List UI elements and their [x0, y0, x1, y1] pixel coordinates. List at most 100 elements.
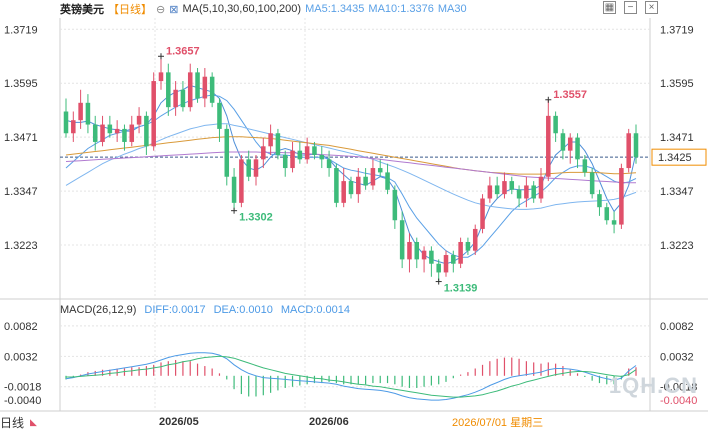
candle-body: [429, 250, 434, 264]
candle-body: [385, 172, 390, 190]
candle-body: [567, 137, 573, 151]
candle-body: [472, 228, 478, 251]
candle-body: [348, 181, 354, 195]
candle-body: [173, 89, 178, 108]
candle-body: [502, 181, 507, 195]
footer-caret-icon[interactable]: ◣: [30, 417, 37, 427]
candle-body: [458, 241, 463, 264]
candle-body: [392, 189, 398, 221]
candle-body: [560, 133, 566, 151]
candle-body: [356, 176, 361, 195]
watermark: 1QH.CN: [608, 373, 698, 398]
candle-body: [224, 128, 230, 177]
candle-body: [421, 250, 427, 260]
macd-diff-line: [65, 352, 637, 401]
y-tick-label-right: 1.3719: [660, 24, 694, 36]
candle-body: [107, 124, 113, 134]
main-header: 英镑美元 【日线】 ⊖ ⊠ MA(5,10,30,60,100,200) MA5…: [60, 2, 467, 16]
period-label[interactable]: 【日线】: [108, 4, 152, 16]
y-tick-label-left: 1.3471: [4, 132, 38, 144]
annotation-label: 1.3302: [239, 212, 273, 224]
macd-dea: DEA:0.0010: [213, 304, 273, 316]
candle-body: [261, 146, 266, 160]
footer-period[interactable]: 日线: [0, 416, 25, 430]
ma5-value: MA5:1.3435: [305, 3, 365, 15]
candle-body: [575, 137, 580, 160]
x-tick-label: 2026/06: [309, 416, 349, 428]
ma-config-label[interactable]: MA(5,10,30,60,100,200): [182, 3, 302, 15]
candle-body: [122, 128, 127, 142]
candle-body: [334, 168, 339, 203]
grid-icon[interactable]: ▦: [603, 1, 616, 14]
candle-body: [524, 185, 529, 199]
symbol-name: 英镑美元: [60, 4, 104, 16]
candle-body: [414, 241, 420, 260]
candle-body: [626, 133, 631, 169]
candle-body: [268, 133, 273, 147]
candle-body: [217, 102, 222, 129]
macd-tick-label-right: -0.0018: [660, 382, 697, 394]
candle-body: [136, 115, 142, 125]
candle-body: [304, 146, 310, 160]
last-price-label: 1.3425: [658, 152, 692, 164]
y-tick-label-right: 1.3223: [660, 240, 694, 252]
candle-body: [92, 124, 98, 142]
settings-icon[interactable]: ⊖: [156, 3, 166, 16]
candle-body: [509, 181, 515, 190]
candle-body: [151, 81, 156, 147]
candle-body: [341, 181, 346, 203]
candle-body: [487, 185, 493, 199]
minimize-icon[interactable]: −: [624, 1, 637, 14]
candle-body: [239, 159, 244, 203]
y-tick-label-right: 1.3471: [660, 132, 694, 144]
macd-tick-label-left: -0.0018: [4, 382, 41, 394]
candle-body: [275, 133, 281, 155]
candle-body: [144, 115, 149, 147]
candle-body: [158, 72, 164, 82]
candle-body: [282, 155, 288, 169]
ma-line-ma30: [65, 123, 637, 210]
ma-chart-icon[interactable]: ⊠: [169, 3, 179, 16]
candle-body: [597, 194, 602, 208]
macd-header: MACD(26,12,9) DIFF:0.0017 DEA:0.0010 MAC…: [60, 304, 350, 316]
candle-body: [129, 124, 135, 142]
close-icon[interactable]: ×: [645, 1, 658, 14]
y-tick-label-right: 1.3595: [660, 78, 694, 90]
y-tick-label-left: 1.3595: [4, 78, 38, 90]
candle-body: [407, 241, 412, 260]
toolbar-icons: ▦ − ×: [603, 1, 658, 14]
candle-body: [538, 176, 544, 199]
candle-body: [231, 176, 237, 203]
macd-tick-label-left: -0.0040: [4, 395, 41, 407]
candle-body: [494, 185, 500, 195]
candle-body: [187, 72, 193, 108]
macd-tick-label-right: -0.0040: [660, 395, 697, 407]
annotation-label: 1.3139: [444, 283, 478, 295]
candle-body: [253, 159, 259, 177]
candle-body: [166, 72, 171, 108]
candle-body: [546, 115, 551, 177]
candle-body: [377, 168, 383, 173]
candle-body: [85, 102, 91, 125]
annotation-label: 1.3657: [166, 45, 200, 57]
x-tick-label: 2026/05: [159, 416, 199, 428]
candle-body: [480, 198, 485, 229]
candle-body: [633, 133, 639, 158]
candle-body: [209, 76, 215, 103]
candle-body: [589, 172, 595, 195]
macd-title[interactable]: MACD(26,12,9): [60, 304, 137, 316]
y-tick-label-left: 1.3223: [4, 240, 38, 252]
candle-body: [180, 89, 186, 108]
candle-body: [63, 111, 69, 134]
candle-body: [436, 263, 441, 273]
macd-tick-label-right: 0.0032: [660, 351, 694, 363]
candle-body: [604, 207, 610, 221]
candle-body: [516, 189, 522, 199]
candle-body: [290, 150, 295, 169]
candle-body: [363, 176, 368, 186]
candle-body: [326, 159, 332, 169]
ma30-value: MA30: [437, 3, 467, 15]
y-tick-label-left: 1.3347: [4, 186, 38, 198]
macd-dea-line: [66, 355, 637, 398]
